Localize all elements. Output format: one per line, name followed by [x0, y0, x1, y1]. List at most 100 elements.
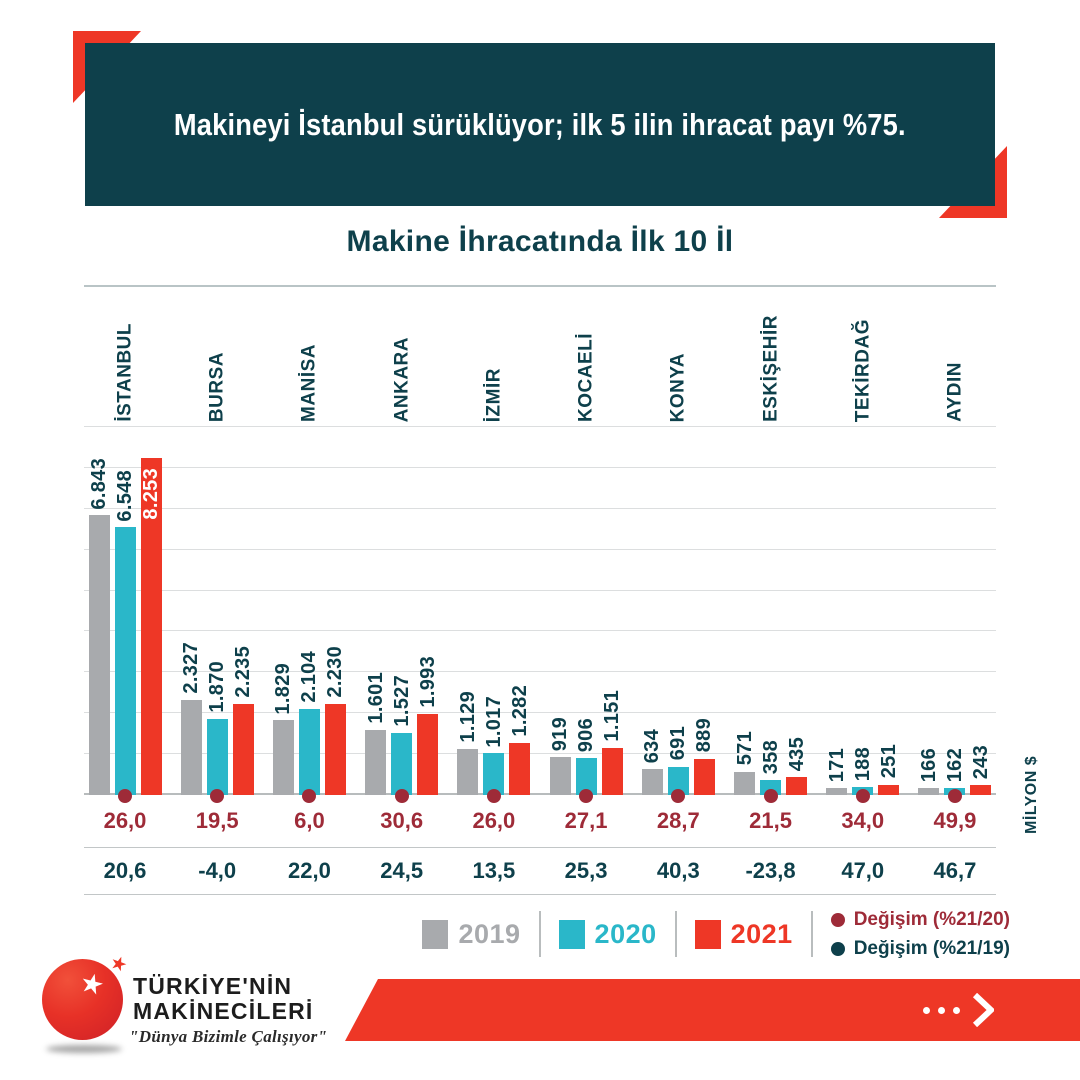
bar-2021: 1.151 [601, 690, 623, 795]
legend: 2019 2020 2021 Değişim (%21/20) Değişim (%21… [85, 900, 1010, 968]
category-label: BURSA [206, 351, 228, 422]
legend-change-item: Değişim (%21/19) [830, 937, 1010, 960]
category-cell: ESKİŞEHİR [732, 287, 810, 427]
legend-change-dot [830, 912, 845, 927]
change-value: 34,0 [841, 808, 885, 833]
category-cell: AYDIN [916, 287, 994, 427]
category-cell: KOCAELİ [547, 287, 625, 427]
legend-change-dot [830, 941, 845, 956]
change-value: 27,1 [564, 808, 608, 833]
bar-group-BURSA: 2.327 1.870 2.235 [178, 427, 256, 803]
bar-value-label: 162 [943, 748, 966, 783]
category-label: MANİSA [298, 344, 320, 422]
bar-value-label: 2.327 [180, 642, 203, 694]
legend-swatch-2019 [422, 919, 449, 949]
change-value: 26,0 [103, 808, 147, 833]
more-button[interactable] [923, 993, 994, 1027]
bar-value-label: 251 [877, 744, 900, 779]
bar-group-İSTANBUL: 6.843 6.548 8.253 [86, 427, 164, 803]
bar-value-label: 1.829 [272, 662, 295, 715]
change-marker-dot [671, 789, 686, 803]
bar-2019: 1.829 [272, 663, 294, 795]
legend-label-2019: 2019 [458, 918, 521, 949]
bar-2021: 2.230 [324, 646, 346, 795]
change-marker-dot [394, 789, 409, 803]
legend-item-2019: 2019 [422, 919, 520, 950]
bar-group-ANKARA: 1.601 1.527 1.993 [363, 427, 441, 803]
bar-value-label: 1.017 [482, 695, 505, 748]
legend-divider [810, 911, 813, 957]
category-label: ANKARA [391, 336, 413, 422]
change-marker-dot [302, 789, 317, 803]
legend-item-2021: 2021 [694, 919, 793, 950]
change-value: 47,0 [841, 858, 885, 883]
gridline [84, 426, 996, 427]
bar-chart: İSTANBUL BURSA MANİSA ANKARA İZMİR KOCAELİ KON… [84, 285, 1040, 895]
bar-value-label: 1.527 [390, 675, 413, 727]
bar-2020: 6.548 [114, 470, 136, 795]
bar-2019: 171 [826, 748, 848, 795]
category-cell: BURSA [178, 287, 256, 427]
change-value: 21,5 [749, 808, 792, 833]
category-label: İZMİR [483, 367, 505, 422]
change-row-21-20: 26,0 19,5 6,0 30,6 26,0 27,1 28,7 21,5 34,0 49,9 [84, 795, 996, 848]
bar-2020: 691 [667, 726, 689, 795]
bar-2021: 435 [786, 737, 808, 795]
legend-change-label: Değişim (%21/19) [853, 937, 1010, 959]
bar-2019: 634 [641, 729, 663, 795]
bar-group-İZMİR: 1.129 1.017 1.282 [455, 427, 533, 803]
gridline [84, 507, 996, 509]
change-value: 40,3 [656, 858, 700, 883]
change-value: 19,5 [195, 808, 239, 833]
category-label: ESKİŞEHİR [760, 315, 782, 422]
change-value: 22,0 [288, 858, 331, 883]
change-value: 49,9 [933, 808, 977, 833]
change-row-21-19: 20,6 -4,0 22,0 24,5 13,5 25,3 40,3 -23,8 47,0 46,… [84, 848, 996, 895]
bar-group-ESKİŞEHİR: 571 358 435 [732, 427, 810, 803]
category-cell: MANİSA [270, 287, 348, 427]
gridline [84, 466, 996, 468]
gridline [84, 712, 996, 714]
bar-value-label: 358 [759, 740, 782, 775]
change-value: 26,0 [472, 808, 516, 833]
bar-value-label: 435 [785, 736, 808, 772]
bar-2021: 251 [878, 744, 900, 795]
bar-value-label: 6.548 [114, 469, 136, 522]
bar-value-label: 243 [969, 744, 992, 780]
change-marker-dot [579, 789, 594, 803]
footer-ribbon [345, 979, 1080, 1041]
headline-banner: Makineyi İstanbul sürüklüyor; ilk 5 ilin… [85, 43, 995, 206]
legend-label-2020: 2020 [594, 918, 657, 949]
bar-2021: 1.993 [417, 656, 439, 795]
legend-change-item: Değişim (%21/20) [830, 908, 1010, 931]
change-value: 25,3 [564, 858, 608, 883]
bar-2021: 243 [970, 745, 992, 795]
change-value: 30,6 [380, 808, 424, 833]
bar-2019: 1.129 [457, 691, 479, 795]
category-cell: KONYA [639, 287, 717, 427]
change-marker-dot [947, 789, 962, 803]
legend-divider [538, 911, 541, 957]
legend-change-label: Değişim (%21/20) [853, 908, 1010, 930]
bar-groups: 6.843 6.548 8.253 2.327 1.870 2.235 1.829 2.104… [84, 427, 996, 803]
bar-2021: 1.282 [509, 685, 531, 795]
bar-2021: 889 [693, 718, 715, 795]
bar-value-label: 634 [641, 728, 664, 764]
bar-value-label: 8.253 [140, 467, 162, 520]
bar-value-label: 1.151 [601, 690, 624, 742]
bar-2019: 1.601 [365, 672, 387, 795]
legend-item-2020: 2020 [558, 918, 657, 950]
bar-2020: 1.870 [206, 661, 228, 795]
brand-name-line1: TÜRKİYE'NİN [133, 973, 293, 999]
category-cell: İZMİR [455, 287, 533, 427]
chevron-right-icon [972, 993, 994, 1027]
bar-2021: 8.253 [140, 457, 162, 795]
gridline [84, 630, 996, 632]
gridline [84, 548, 996, 550]
headline-text: Makineyi İstanbul sürüklüyor; ilk 5 ilin… [174, 106, 906, 142]
gridline [84, 589, 996, 591]
change-marker-dot [763, 789, 778, 803]
bar-value-label: 166 [917, 747, 940, 783]
change-value: -4,0 [198, 858, 237, 883]
change-value: 28,7 [656, 808, 700, 833]
